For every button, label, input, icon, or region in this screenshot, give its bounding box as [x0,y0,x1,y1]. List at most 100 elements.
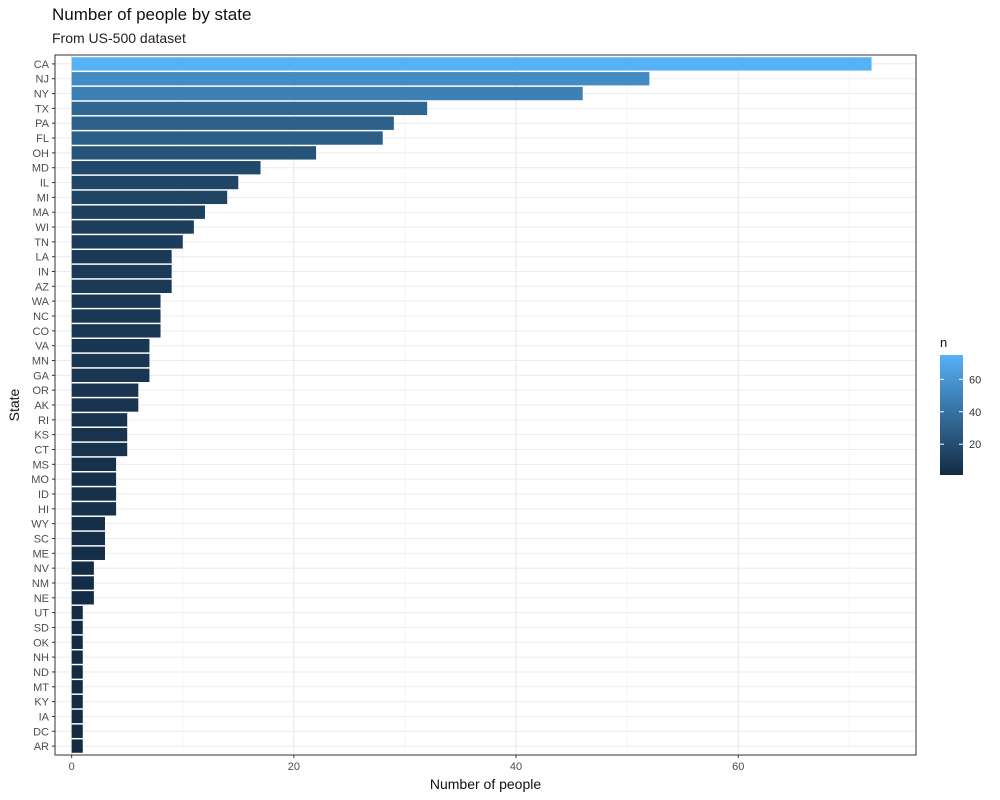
legend-colorbar [940,355,963,475]
bar-md [71,161,261,175]
y-tick-label: AR [34,741,49,753]
bar-or [71,383,139,397]
y-tick-label: ND [33,667,49,679]
bar-pa [71,116,394,130]
y-tick-label: KS [34,430,49,442]
y-tick-label: NH [33,652,49,664]
y-tick-label: CO [33,326,50,338]
y-tick-label: TN [34,237,49,249]
y-tick-label: CT [34,444,49,456]
chart-subtitle: From US-500 dataset [52,30,186,46]
bar-ky [71,694,83,709]
y-tick-labels: CA NJ NY TX PA FL OH MD IL MI MA WI TN LA IN AZ WA NC CO VA… [31,59,55,753]
bar-me [71,546,105,560]
y-tick-label: NY [34,89,50,101]
color-legend: n 20 40 60 [940,335,981,475]
bar-ut [71,605,83,620]
bar-ga [71,368,150,383]
x-tick-label: 20 [288,761,300,773]
bar-az [71,279,172,294]
y-tick-label: OK [33,637,50,649]
y-tick-label: SC [34,533,49,545]
legend-title: n [940,335,947,350]
bar-la [71,250,172,264]
bar-ak [71,398,139,412]
y-tick-label: WA [32,296,50,308]
y-tick-label: IN [38,267,49,279]
y-tick-label: MD [32,163,49,175]
y-tick-label: WI [36,222,49,234]
bar-in [71,264,172,279]
bar-oh [71,146,317,160]
bar-wy [71,516,105,531]
bar-nd [71,665,83,679]
bar-ri [71,413,128,427]
bars [71,57,872,753]
x-tick-label: 0 [69,761,75,773]
y-tick-label: HI [38,504,49,516]
bar-mn [71,353,150,368]
y-tick-label: MS [33,459,50,471]
legend-ticks: 20 40 60 [940,374,981,451]
y-tick-label: NE [34,593,49,605]
y-tick-label: AZ [35,281,49,293]
bar-nc [71,309,161,323]
bar-ks [71,427,128,442]
bar-mi [71,190,228,205]
y-tick-label: ID [38,489,49,501]
y-tick-label: NV [34,563,50,575]
bar-nj [71,72,650,86]
bar-tx [71,101,428,116]
y-tick-label: WY [31,519,49,531]
bar-ne [71,591,94,605]
x-tick-labels: 0 20 40 60 [69,755,744,773]
bar-sd [71,620,83,635]
y-tick-label: AK [34,400,49,412]
y-tick-label: MA [33,207,50,219]
y-tick-label: MN [32,356,49,368]
y-tick-label: OR [33,385,50,397]
y-tick-label: IA [39,711,50,723]
chart-title: Number of people by state [52,5,252,24]
bar-dc [71,724,83,738]
bar-mo [71,472,117,486]
x-tick-label: 40 [510,761,522,773]
y-tick-label: LA [36,252,50,264]
y-tick-label: MI [37,192,49,204]
bar-va [71,339,150,353]
legend-tick-label: 20 [969,439,981,451]
x-axis-title: Number of people [430,776,542,792]
y-axis-title: State [6,388,22,421]
y-tick-label: GA [33,370,50,382]
bar-ca [71,57,872,71]
y-tick-label: NM [32,578,49,590]
bar-mt [71,680,83,694]
legend-tick-label: 60 [969,374,981,386]
y-tick-label: PA [35,118,50,130]
bar-fl [71,131,383,145]
bar-ct [71,442,128,457]
y-tick-label: MO [31,474,49,486]
grid-lines [55,55,916,755]
y-tick-label: KY [34,697,49,709]
bar-tn [71,235,183,249]
legend-tick-label: 40 [969,407,981,419]
bar-hi [71,502,117,516]
y-tick-label: NJ [36,74,49,86]
bar-id [71,487,117,501]
y-tick-label: DC [33,726,49,738]
y-tick-label: FL [36,133,49,145]
y-tick-label: CA [34,59,50,71]
x-tick-label: 60 [732,761,744,773]
bar-nm [71,576,94,590]
bar-nh [71,650,83,664]
bar-wi [71,220,194,234]
y-tick-label: SD [34,622,49,634]
bar-ok [71,635,83,649]
y-tick-label: MT [33,682,49,694]
y-tick-label: UT [34,608,49,620]
y-tick-label: IL [40,178,49,190]
bar-ma [71,205,205,219]
y-tick-label: RI [38,415,49,427]
y-tick-label: NC [33,311,49,323]
